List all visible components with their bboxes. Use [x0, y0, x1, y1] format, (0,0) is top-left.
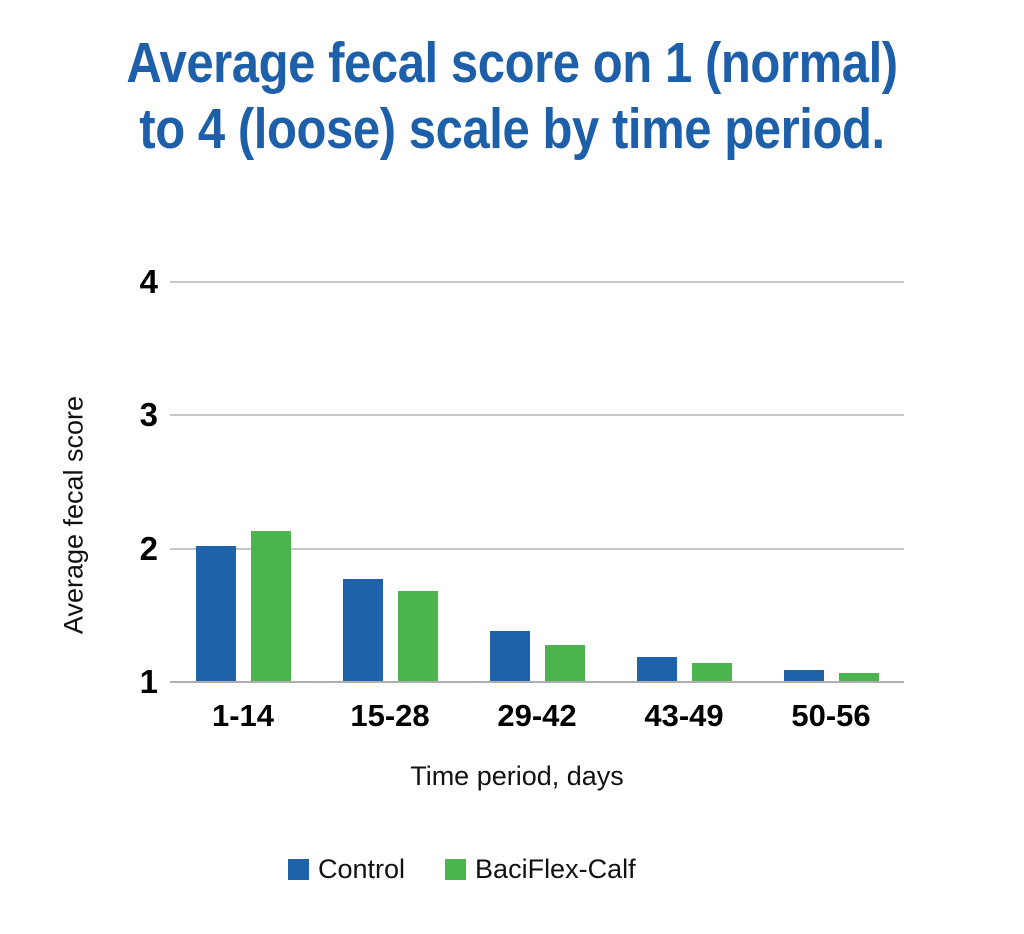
chart-title-line-2: to 4 (loose) scale by time period. [139, 97, 885, 161]
bar-baciflex-calf-29-42 [545, 645, 585, 682]
x-tick-label-43-49: 43-49 [644, 698, 724, 733]
bar-baciflex-calf-15-28 [398, 591, 438, 682]
y-tick-label-4: 4 [139, 262, 158, 300]
legend: Control BaciFlex-Calf [288, 853, 636, 885]
legend-entry-control: Control [288, 853, 405, 885]
y-tick-label-1: 1 [139, 663, 158, 700]
x-tick-label-15-28: 15-28 [350, 698, 430, 733]
y-tick-label-2: 2 [139, 529, 158, 567]
x-tick-label-29-42: 29-42 [497, 698, 577, 733]
bar-baciflex-calf-43-49 [692, 663, 732, 682]
legend-entry-baciflex-calf: BaciFlex-Calf [445, 853, 636, 885]
bar-control-29-42 [490, 631, 530, 682]
bar-control-50-56 [784, 670, 824, 682]
bar-baciflex-calf-1-14 [251, 531, 291, 682]
chart-title-line-1: Average fecal score on 1 (normal) [126, 31, 898, 95]
legend-label: Control [318, 854, 406, 884]
bar-baciflex-calf-50-56 [839, 673, 879, 682]
legend-label: BaciFlex-Calf [475, 854, 636, 884]
gridline-y2 [170, 547, 904, 550]
gridline-y1 [170, 681, 904, 683]
gridline-y4 [170, 280, 904, 283]
legend-swatch-icon [288, 858, 309, 880]
bar-control-15-28 [343, 579, 383, 682]
legend-swatch-icon [445, 858, 467, 880]
y-axis-title: Average fecal score [58, 395, 89, 635]
x-axis-title: Time period, days [410, 761, 624, 791]
y-tick-label-3: 3 [139, 396, 158, 433]
x-tick-label-50-56: 50-56 [791, 698, 871, 733]
gridline-y3 [170, 414, 904, 416]
chart-title: Average fecal score on 1 (normal) to 4 (… [72, 30, 953, 162]
x-tick-label-1-14: 1-14 [211, 698, 275, 733]
bar-control-43-49 [637, 657, 677, 682]
bar-control-1-14 [196, 546, 236, 682]
